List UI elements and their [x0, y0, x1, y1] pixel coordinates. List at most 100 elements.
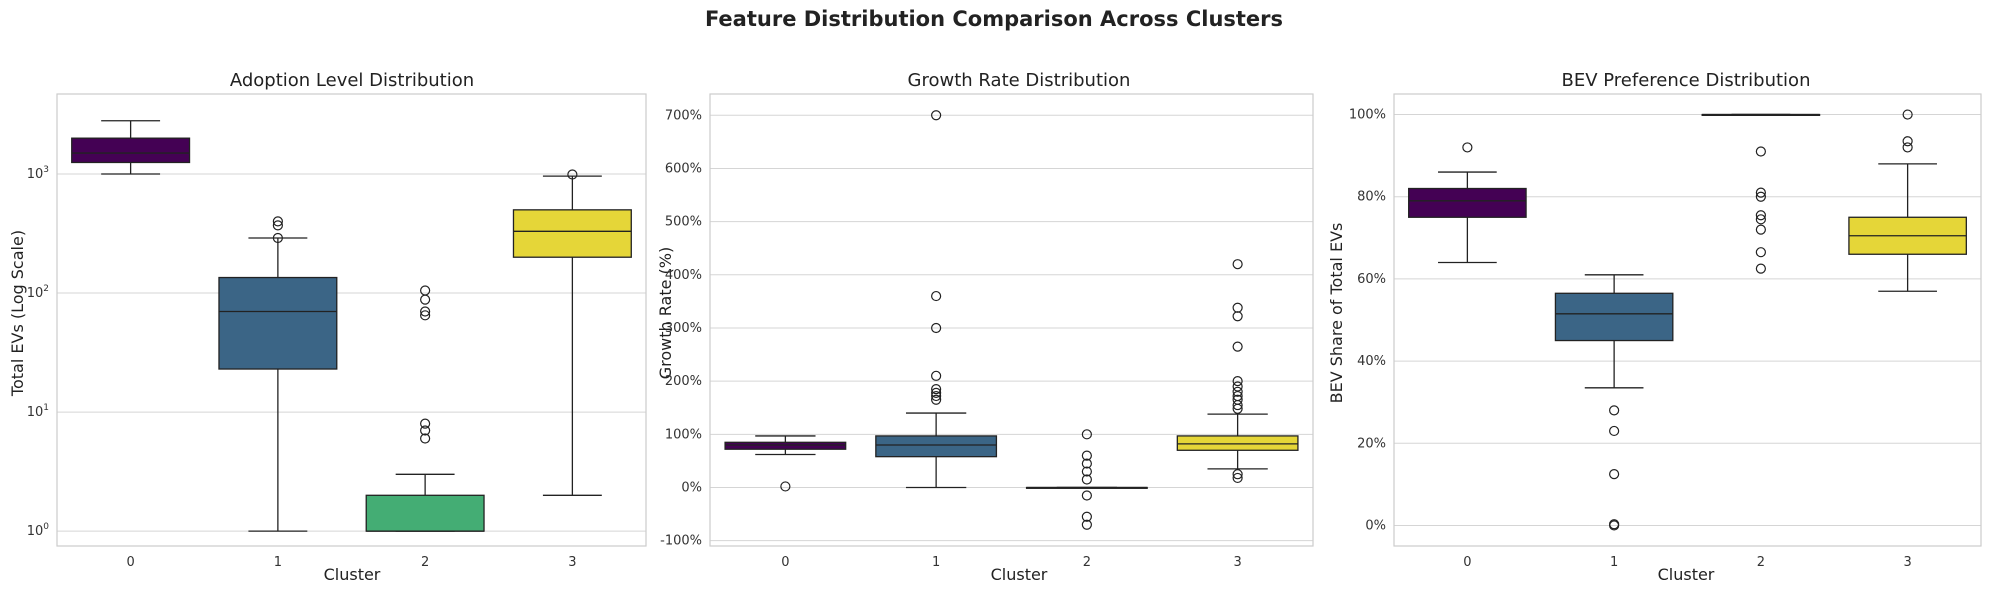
axes-frame	[709, 93, 1314, 547]
y-tick-label: -100%	[660, 534, 702, 549]
outlier-point	[1081, 519, 1092, 530]
y-tick-label: 40%	[1357, 354, 1386, 369]
plot-area: -100% 0% 100% 200% 300% 400% 500% 600% 700% 0 1 2 3	[660, 93, 1314, 570]
outlier-point	[1232, 376, 1243, 387]
y-tick-label: 700%	[665, 108, 702, 123]
x-axis-label: Cluster	[324, 565, 381, 584]
iqr-box	[875, 435, 998, 458]
x-tick-label: 3	[568, 555, 576, 570]
box-cluster-2	[1025, 429, 1148, 530]
outlier-point	[420, 285, 431, 296]
x-tick-label: 1	[1610, 555, 1618, 570]
box-cluster-1	[218, 216, 338, 532]
x-axis-label: Cluster	[1658, 565, 1715, 584]
y-tick-label: 600%	[665, 161, 702, 176]
panel-title: Adoption Level Distribution	[230, 70, 474, 91]
x-tick-label: 2	[421, 555, 429, 570]
outlier-point	[420, 418, 431, 429]
outlier-point	[1902, 136, 1913, 147]
iqr-box	[365, 494, 485, 532]
outlier-point	[272, 216, 283, 227]
y-axis-label: BEV Share of Total EVs	[1327, 223, 1346, 404]
outlier-point	[931, 322, 942, 334]
axes-frame	[1393, 93, 1982, 547]
outlier-point	[1755, 187, 1766, 198]
outlier-point	[567, 169, 578, 180]
x-tick-label: 0	[1463, 555, 1471, 570]
outlier-point	[1755, 214, 1766, 225]
y-tick-label: 103	[27, 165, 49, 182]
outlier-point	[780, 481, 791, 492]
box-cluster-0	[1408, 142, 1527, 264]
iqr-box	[724, 441, 847, 450]
outlier-point	[1755, 224, 1766, 235]
y-axis-label: Growth Rate (%)	[656, 247, 675, 379]
figure-suptitle: Feature Distribution Comparison Across C…	[705, 7, 1283, 31]
box-cluster-3	[512, 169, 632, 496]
plot-area: 100 101 102 103 0 1 2 3	[27, 93, 647, 570]
box-cluster-1	[1554, 274, 1674, 531]
x-tick-label: 2	[1757, 555, 1765, 570]
y-tick-label: 300%	[665, 321, 702, 336]
y-tick-label: 100	[27, 522, 50, 539]
x-tick-label: 0	[126, 555, 134, 570]
outlier-point	[1755, 263, 1766, 274]
y-tick-label: 102	[27, 284, 49, 301]
box-cluster-1	[875, 110, 998, 489]
outlier-point	[1609, 519, 1620, 530]
x-tick-label: 1	[932, 555, 940, 570]
axes-frame	[56, 93, 647, 547]
x-tick-label: 0	[781, 555, 789, 570]
outlier-point	[931, 370, 942, 381]
outlier-point	[1232, 381, 1243, 392]
outlier-point	[272, 220, 283, 231]
panel-bev: BEV Preference Distribution Cluster BEV …	[1327, 70, 1982, 584]
y-axis-label: Total EVs (Log Scale)	[8, 230, 27, 397]
outlier-point	[420, 294, 431, 305]
outlier-point	[420, 425, 431, 436]
panel-adoption: Adoption Level Distribution Cluster Tota…	[8, 70, 647, 584]
y-tick-label: 60%	[1357, 272, 1386, 287]
x-axis-label: Cluster	[991, 565, 1048, 584]
y-tick-label: 0%	[681, 481, 702, 496]
y-tick-label: 100%	[665, 427, 702, 442]
x-tick-label: 1	[274, 555, 282, 570]
box-cluster-3	[1848, 109, 1967, 292]
outlier-point	[1081, 458, 1092, 469]
box-cluster-0	[724, 435, 847, 492]
plot-area: 0% 20% 40% 60% 80% 100% 0 1 2 3	[1349, 93, 1982, 570]
outlier-point	[931, 290, 942, 302]
box-cluster-2	[365, 285, 485, 532]
iqr-box	[218, 276, 338, 370]
outlier-point	[1232, 341, 1243, 352]
outlier-point	[1609, 405, 1620, 416]
panel-title: BEV Preference Distribution	[1562, 70, 1811, 91]
outlier-point	[1081, 490, 1092, 501]
outlier-point	[420, 310, 431, 321]
outlier-point	[931, 394, 942, 405]
outlier-point	[1462, 142, 1473, 153]
outlier-point	[1081, 429, 1092, 440]
outlier-point	[1755, 247, 1766, 258]
outlier-point	[931, 387, 942, 398]
y-tick-label: 20%	[1357, 436, 1386, 451]
outlier-point	[1232, 469, 1243, 480]
y-tick-label: 80%	[1357, 190, 1386, 205]
box-cluster-0	[71, 120, 191, 175]
y-tick-label: 101	[27, 403, 49, 420]
panel-title: Growth Rate Distribution	[908, 70, 1131, 91]
y-tick-label: 400%	[665, 268, 702, 283]
x-tick-label: 3	[1233, 555, 1241, 570]
y-tick-label: 200%	[665, 374, 702, 389]
outlier-point	[1081, 511, 1092, 522]
iqr-box	[512, 209, 632, 258]
outlier-point	[1232, 386, 1243, 397]
outlier-point	[1232, 259, 1243, 270]
outlier-point	[1609, 468, 1620, 480]
outlier-point	[1755, 191, 1766, 202]
outlier-point	[1081, 450, 1092, 461]
outlier-point	[1232, 302, 1243, 313]
outlier-point	[1232, 472, 1243, 484]
iqr-box	[1176, 435, 1299, 451]
